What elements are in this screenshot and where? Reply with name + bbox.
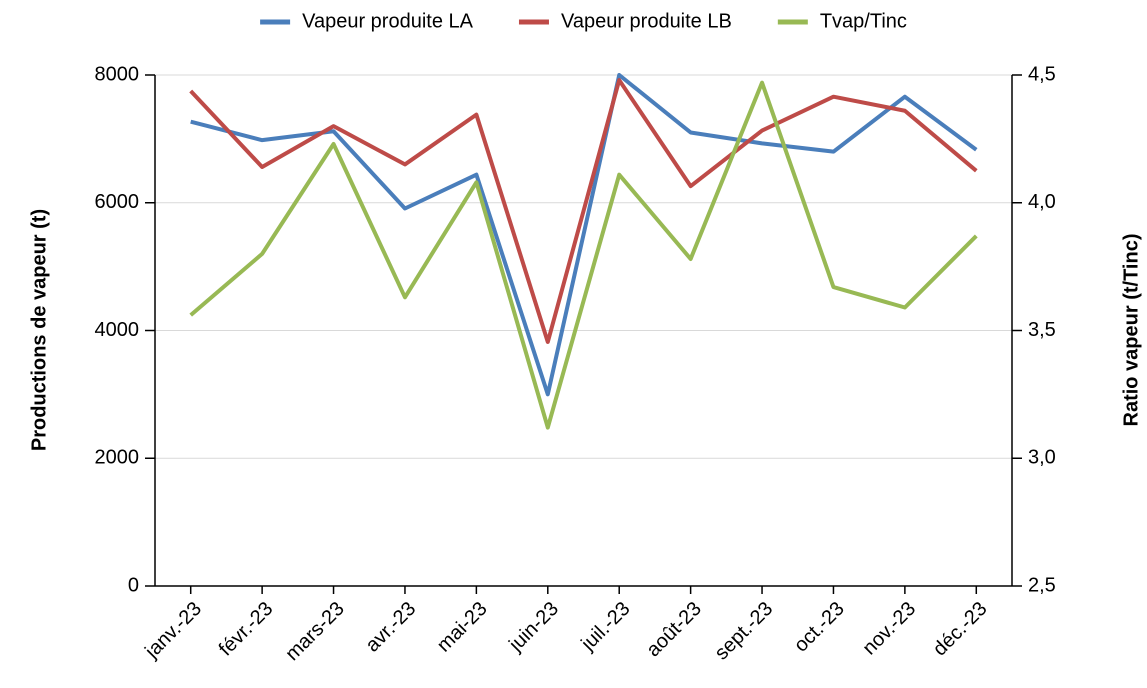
x-tick-label: mars-23: [281, 598, 348, 665]
y2-tick-label: 2,5: [1028, 574, 1056, 596]
x-tick-label: août-23: [642, 598, 706, 662]
x-tick-label: oct.-23: [790, 598, 849, 657]
series-line: [189, 78, 978, 344]
y2-tick-label: 4,0: [1028, 191, 1056, 213]
x-tick-label: mai-23: [433, 598, 492, 657]
x-tick-label: déc.-23: [929, 598, 992, 661]
y2-tick-label: 3,0: [1028, 447, 1056, 469]
legend-label: Vapeur produite LA: [302, 10, 474, 32]
series-line: [189, 80, 978, 430]
y-axis-title: Productions de vapeur (t): [28, 209, 50, 451]
x-tick-label: janv.-23: [140, 598, 206, 664]
x-tick-label: févr.-23: [215, 598, 278, 661]
x-tick-label: avr.-23: [361, 598, 420, 657]
legend-label: Vapeur produite LB: [561, 10, 732, 32]
y2-tick-label: 3,5: [1028, 319, 1056, 341]
y-tick-label: 8000: [95, 63, 140, 85]
legend: Vapeur produite LA Vapeur produite LB Tvap…: [260, 10, 907, 32]
y2-tick-label: 4,5: [1028, 63, 1056, 85]
legend-label: Tvap/Tinc: [820, 10, 907, 32]
x-tick-label: juin-23: [504, 598, 563, 657]
y-tick-label: 0: [128, 574, 139, 596]
x-tick-label: nov.-23: [858, 598, 920, 660]
y2-axis-title: Ratio vapeur (t/Tinc): [1120, 234, 1142, 427]
series-line: [190, 73, 978, 397]
y-tick-label: 4000: [95, 319, 140, 341]
x-tick-label: juil.-23: [577, 598, 635, 656]
x-tick-label: sept.-23: [711, 598, 778, 665]
y-tick-label: 6000: [95, 191, 140, 213]
y-tick-label: 2000: [95, 447, 140, 469]
